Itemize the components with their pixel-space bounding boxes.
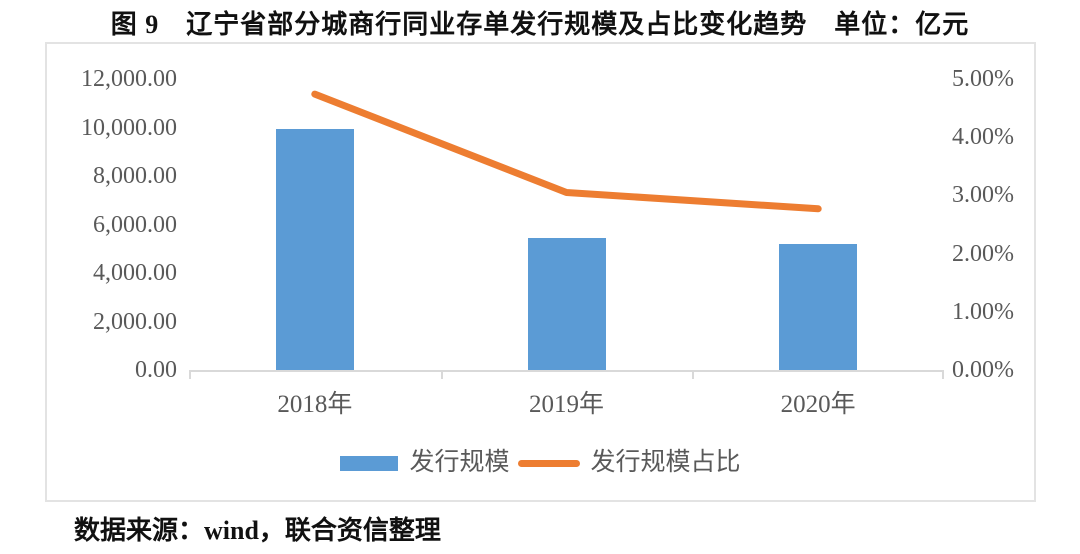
bar-2019年 <box>527 238 606 370</box>
source-note: 数据来源：wind，联合资信整理 <box>74 516 441 545</box>
x-axis-label-2020年: 2020年 <box>780 391 856 418</box>
right-axis-tick-label: 0.00% <box>952 357 1014 383</box>
chart-frame: 12,000.00 10,000.00 8,000.00 6,000.00 4,000.… <box>45 42 1036 502</box>
legend: 发行规模 发行规模占比 <box>47 448 1034 478</box>
line-series-path <box>311 90 822 213</box>
x-axis-tick <box>942 370 944 379</box>
left-axis-tick-label: 2,000.00 <box>93 308 177 335</box>
left-axis-tick-label: 6,000.00 <box>93 211 177 238</box>
left-axis-tick-label: 12,000.00 <box>81 66 177 92</box>
bar-2020年 <box>779 243 858 370</box>
plot-area <box>189 79 944 379</box>
legend-bar-swatch-icon <box>340 455 399 471</box>
right-axis-tick-label: 3.00% <box>952 182 1014 209</box>
right-axis-tick-label: 2.00% <box>952 240 1014 267</box>
x-axis-tick <box>189 370 191 379</box>
x-axis-labels: 2018年 2019年 2020年 <box>189 390 944 422</box>
left-axis-tick-label: 4,000.00 <box>93 260 177 286</box>
x-axis-label-2019年: 2019年 <box>528 391 604 418</box>
x-axis-tick <box>440 370 443 379</box>
x-axis-tick <box>692 370 695 379</box>
left-axis-tick-label: 10,000.00 <box>81 114 177 141</box>
figure-title: 图 9 辽宁省部分城商行同业存单发行规模及占比变化趋势 单位：亿元 <box>110 10 970 39</box>
bar-2018年 <box>275 128 354 370</box>
left-axis-tick-label: 8,000.00 <box>93 163 177 189</box>
legend-line-label: 发行规模占比 <box>590 449 741 476</box>
left-axis: 12,000.00 10,000.00 8,000.00 6,000.00 4,000.… <box>47 44 177 500</box>
right-axis: 5.00% 4.00% 3.00% 2.00% 1.00% 0.00% <box>952 44 1042 500</box>
x-axis-line <box>189 370 944 372</box>
right-axis-tick-label: 4.00% <box>952 124 1014 151</box>
right-axis-tick-label: 1.00% <box>952 298 1014 325</box>
legend-line-swatch-icon <box>517 459 580 467</box>
x-axis-label-2018年: 2018年 <box>277 391 353 418</box>
legend-bar-label: 发行规模 <box>409 449 510 476</box>
right-axis-tick-label: 5.00% <box>952 66 1014 92</box>
line-series <box>311 90 822 213</box>
left-axis-tick-label: 0.00 <box>135 357 177 383</box>
